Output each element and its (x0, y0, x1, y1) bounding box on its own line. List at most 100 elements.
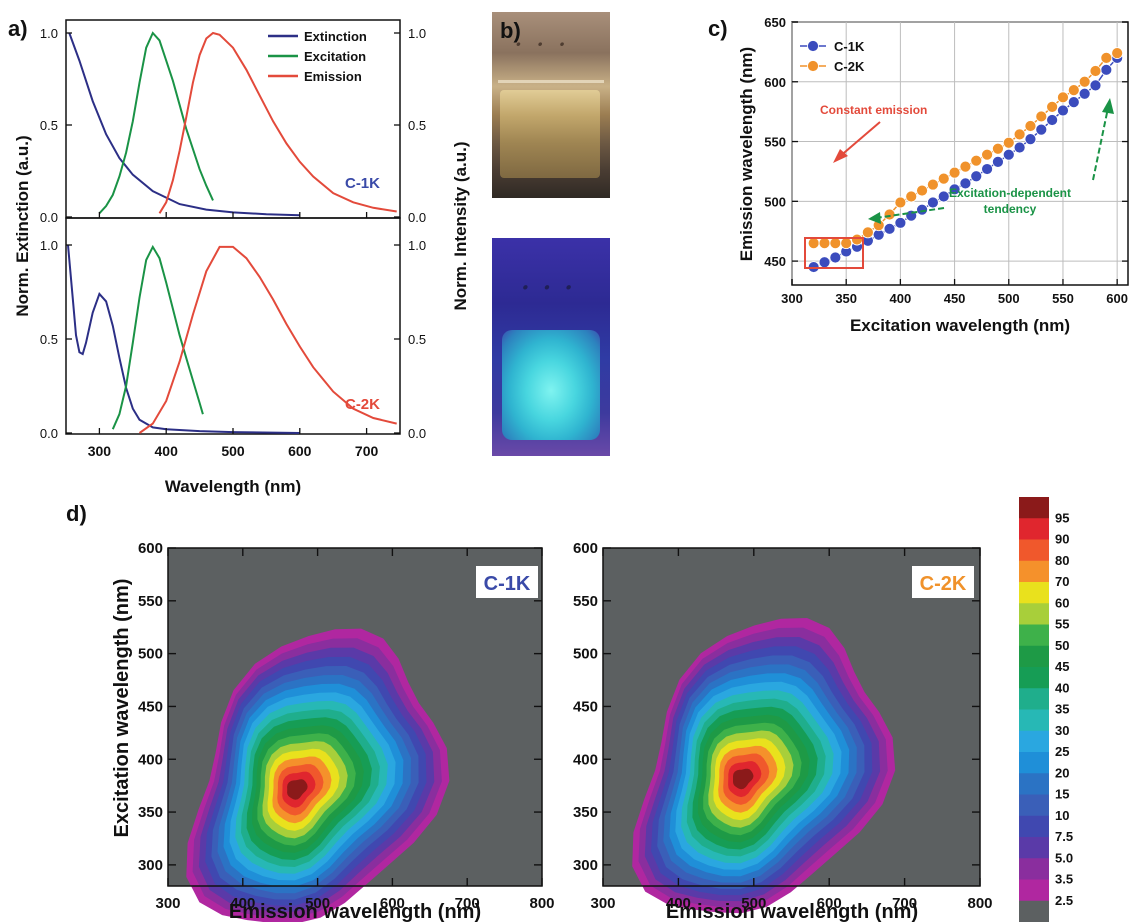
panel-d-colorbar-swatch (1019, 582, 1049, 604)
panel-c-c-2k-point (1089, 65, 1102, 77)
panel-d-contour-level (733, 768, 754, 790)
panel-a-y-tick-label: 0.0 (40, 426, 58, 441)
panel-c-chart: 300 350 400 450 500 550 600 450 500 550 600 650 C-1… (737, 15, 1129, 335)
panel-c-c-1k-point (937, 190, 950, 203)
panel-d-colorbar-label: 15 (1055, 787, 1069, 802)
panel-d-colorbar-swatch (1019, 837, 1049, 859)
panel-c-c-1k-point (883, 222, 896, 235)
panel-c-c-2k-point (807, 237, 820, 250)
panel-d-colorbar-swatch (1019, 709, 1049, 732)
panel-d-y-tick-label: 350 (573, 804, 598, 821)
panel-a-y-tick-label: 1.0 (40, 26, 58, 41)
panel-c-c-1k-point (1100, 63, 1113, 76)
vial-daylight-photo: · · · (492, 12, 610, 198)
panel-d-y-tick-label: 550 (138, 593, 163, 610)
panel-d-colorbar: 95 90 80 70 60 55 50 45 40 35 30 25 20 15 10 7.5 5.0 3.5 2… (1019, 497, 1073, 922)
panel-c-c-1k-point (1013, 141, 1026, 154)
panel-a-right-y-tick-label: 1.0 (408, 26, 426, 41)
panel-a-excitation-line (98, 31, 214, 214)
panel-c-legend-label: C-2K (834, 59, 865, 74)
panel-d-x-tick-label: 400 (230, 895, 255, 912)
panel-d-colorbar-label: 60 (1055, 595, 1069, 610)
panel-d-y-tick-label: 600 (138, 540, 163, 557)
panel-d-x-tick-label: 800 (529, 895, 554, 912)
panel-d-colorbar-label: 30 (1055, 723, 1069, 738)
panel-a-excitation-line (111, 244, 204, 430)
panel-d-colorbar-label: 3.5 (1055, 872, 1073, 887)
panel-c-c-2k-point (992, 142, 1004, 155)
panel-d-colorbar-label: 95 (1055, 510, 1069, 525)
vial-handwriting: · · · (514, 28, 569, 61)
panel-c-c-2k-point (959, 160, 972, 173)
panel-a-top-series (68, 31, 397, 217)
panel-c-c-1k-point (1057, 104, 1069, 117)
panel-d-colorbar-swatch (1019, 539, 1049, 562)
panel-c-x-tick-label: 500 (998, 291, 1020, 306)
panel-d-y-tick-label: 500 (138, 646, 163, 663)
excitation-dependent-arrow-right (1092, 107, 1109, 181)
panel-a-emission-line (158, 31, 397, 214)
panel-c-c-2k-point (927, 178, 939, 191)
panel-c-c-2k-point (894, 196, 907, 209)
panel-a-right-y-tick-label: 0.5 (408, 118, 426, 133)
panel-c-ticks: 300 350 400 450 500 550 600 450 500 550 600 650 (764, 15, 1128, 306)
vial-uv-photo: · · · (492, 238, 610, 456)
panel-d-x-tick-label: 400 (666, 895, 691, 912)
panel-c-c-2k-point (883, 208, 896, 221)
panel-d-y-tick-label: 300 (573, 857, 598, 874)
panel-c-y-axis-label: Emission wavelength (nm) (737, 47, 756, 261)
panel-d-x-tick-label: 600 (380, 895, 405, 912)
panel-a-extinction-line (67, 244, 300, 434)
c2k-map-label-box (912, 566, 974, 598)
panel-a-x-tick-label: 300 (88, 443, 112, 459)
panel-a-top-sample-label: C-1K (345, 175, 380, 192)
panel-d-colorbar-swatch (1019, 688, 1049, 710)
panel-d-y-axis-label: Excitation wavelength (nm) (111, 579, 133, 838)
panel-c-legend-marker (807, 40, 819, 52)
panel-a-y-tick-label: 1.0 (40, 238, 58, 253)
panel-d-colorbar-swatch (1019, 730, 1049, 753)
panel-c-c-1k-point (1067, 96, 1080, 108)
panel-d-y-tick-label: 450 (138, 698, 163, 715)
panel-d-y-tick-label: 400 (138, 751, 163, 768)
panel-c-c-1k-point (1002, 148, 1015, 161)
panel-d-y-tick-label: 350 (138, 804, 163, 821)
excitation-dependent-arrow-left (875, 207, 945, 219)
panel-c-c-2k-point (861, 226, 874, 239)
panel-a-x-axis-label: Wavelength (nm) (165, 477, 301, 496)
panel-c-c-2k-point (1057, 91, 1069, 104)
panel-c-c-1k-point (818, 256, 831, 269)
panel-a-x-tick-label: 600 (288, 443, 312, 459)
panel-d-colorbar-swatch (1019, 560, 1049, 583)
panel-d-colorbar-swatch (1019, 518, 1049, 540)
panel-c-x-tick-label: 300 (781, 291, 803, 306)
panel-c-legend-marker (807, 60, 819, 72)
panel-c-x-tick-label: 450 (944, 291, 966, 306)
c1k-map-label: C-1K (484, 573, 531, 595)
panel-d-colorbar-swatch (1019, 773, 1049, 795)
panel-c-c-2k-point (829, 237, 842, 250)
panel-c-c-2k-point (1046, 100, 1059, 113)
panel-d-colorbar-swatch (1019, 879, 1049, 902)
panel-d-y-tick-label: 550 (573, 593, 598, 610)
panel-c-y-tick-label: 500 (764, 194, 786, 209)
panel-d-colorbar-swatch (1019, 624, 1049, 647)
panel-d-colorbar-label: 10 (1055, 808, 1069, 823)
excitation-dependent-annotation-line2: tendency (984, 202, 1037, 216)
panel-d-x-tick-label: 500 (305, 895, 330, 912)
excitation-dependent-annotation-line1: Excitation-dependent (949, 186, 1071, 200)
panel-d-label: d) (66, 501, 87, 526)
panel-c-c-1k-point (992, 155, 1004, 168)
vial-rim (498, 80, 604, 83)
panel-c-grid (791, 21, 1128, 285)
c2k-map-label: C-2K (920, 573, 967, 595)
panel-d-map-frame (167, 547, 543, 887)
panel-d-colorbar-swatch (1019, 858, 1049, 880)
panel-c-c-2k-point (948, 166, 961, 179)
panel-d-colorbar-label: 35 (1055, 702, 1069, 717)
vial-uv-handwriting: · · · (520, 268, 575, 308)
panel-c-x-tick-label: 600 (1106, 291, 1128, 306)
panel-c-c-1k-point (970, 170, 983, 183)
panel-d-map-c2k (602, 547, 981, 914)
panel-c-c-2k-point (1100, 51, 1113, 64)
